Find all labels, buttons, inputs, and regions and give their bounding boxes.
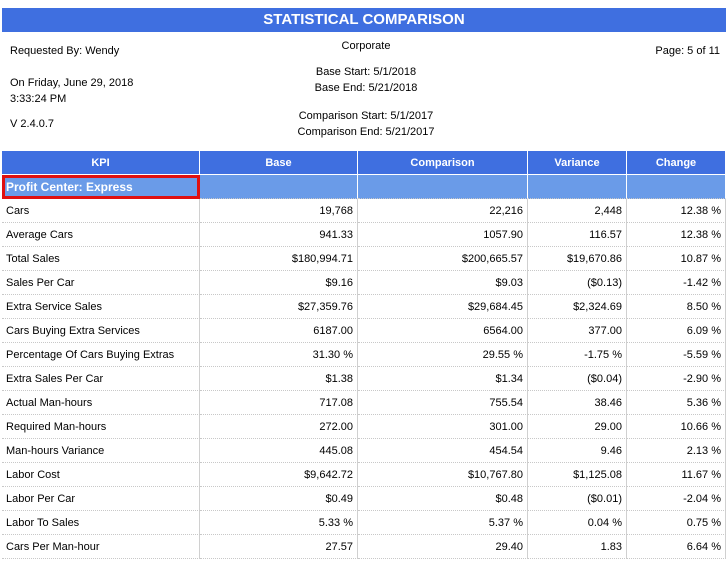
kpi-value: $200,665.57: [358, 247, 528, 271]
section-cell: [627, 175, 726, 199]
kpi-value: -2.90 %: [627, 367, 726, 391]
kpi-value: 29.40: [358, 535, 528, 559]
kpi-value: 6.64 %: [627, 535, 726, 559]
kpi-value: 5.37 %: [358, 511, 528, 535]
kpi-value: 29.00: [528, 415, 627, 439]
kpi-name: Labor Cost: [2, 463, 200, 487]
kpi-value: $1.34: [358, 367, 528, 391]
base-start: Base Start: 5/1/2018: [315, 66, 417, 78]
kpi-value: 10.87 %: [627, 247, 726, 271]
kpi-value: $9.16: [200, 271, 358, 295]
kpi-value: 9.46: [528, 439, 627, 463]
kpi-value: 19,768: [200, 199, 358, 223]
time: 3:33:24 PM: [10, 93, 67, 105]
kpi-value: 2,448: [528, 199, 627, 223]
kpi-value: 38.46: [528, 391, 627, 415]
kpi-value: 0.75 %: [627, 511, 726, 535]
kpi-value: 2.13 %: [627, 439, 726, 463]
date: On Friday, June 29, 2018: [10, 77, 134, 89]
kpi-name: Labor Per Car: [2, 487, 200, 511]
kpi-value: 0.04 %: [528, 511, 627, 535]
kpi-value: -1.75 %: [528, 343, 627, 367]
comparison-start: Comparison Start: 5/1/2017: [298, 110, 434, 122]
kpi-value: 8.50 %: [627, 295, 726, 319]
kpi-value: 27.57: [200, 535, 358, 559]
kpi-value: $1.38: [200, 367, 358, 391]
kpi-name: Extra Service Sales: [2, 295, 200, 319]
kpi-value: 6187.00: [200, 319, 358, 343]
kpi-name: Labor To Sales: [2, 511, 200, 535]
page-number: Page: 5 of 11: [655, 45, 720, 57]
kpi-name: Extra Sales Per Car: [2, 367, 200, 391]
kpi-value: 5.36 %: [627, 391, 726, 415]
kpi-value: -5.59 %: [627, 343, 726, 367]
kpi-value: $180,994.71: [200, 247, 358, 271]
kpi-name: Cars: [2, 199, 200, 223]
section-cell: [528, 175, 627, 199]
kpi-value: 377.00: [528, 319, 627, 343]
kpi-value: 22,216: [358, 199, 528, 223]
section-cell: [358, 175, 528, 199]
kpi-value: 11.67 %: [627, 463, 726, 487]
report-title: STATISTICAL COMPARISON: [2, 8, 726, 32]
kpi-value: 454.54: [358, 439, 528, 463]
section-label: Profit Center: Express: [2, 175, 200, 199]
kpi-value: $10,767.80: [358, 463, 528, 487]
kpi-value: 12.38 %: [627, 199, 726, 223]
kpi-name: Average Cars: [2, 223, 200, 247]
kpi-value: 755.54: [358, 391, 528, 415]
kpi-value: $1,125.08: [528, 463, 627, 487]
version: V 2.4.0.7: [10, 118, 55, 130]
kpi-value: $27,359.76: [200, 295, 358, 319]
scope: Corporate: [341, 40, 391, 52]
section-cell: [200, 175, 358, 199]
kpi-value: 1.83: [528, 535, 627, 559]
kpi-name: Total Sales: [2, 247, 200, 271]
kpi-value: 6564.00: [358, 319, 528, 343]
kpi-value: 29.55 %: [358, 343, 528, 367]
column-header: KPI: [2, 151, 200, 175]
kpi-name: Sales Per Car: [2, 271, 200, 295]
requested-by: Requested By: Wendy: [10, 45, 120, 57]
kpi-value: $0.49: [200, 487, 358, 511]
kpi-value: 31.30 %: [200, 343, 358, 367]
kpi-value: 445.08: [200, 439, 358, 463]
kpi-value: $9.03: [358, 271, 528, 295]
kpi-value: $29,684.45: [358, 295, 528, 319]
column-header: Change: [627, 151, 726, 175]
kpi-value: $9,642.72: [200, 463, 358, 487]
kpi-value: 6.09 %: [627, 319, 726, 343]
kpi-value: $0.48: [358, 487, 528, 511]
comparison-end: Comparison End: 5/21/2017: [297, 126, 435, 138]
kpi-value: $2,324.69: [528, 295, 627, 319]
kpi-name: Actual Man-hours: [2, 391, 200, 415]
kpi-name: Cars Buying Extra Services: [2, 319, 200, 343]
kpi-name: Percentage Of Cars Buying Extras: [2, 343, 200, 367]
column-header: Comparison: [358, 151, 528, 175]
base-end: Base End: 5/21/2018: [314, 82, 418, 94]
kpi-value: ($0.04): [528, 367, 627, 391]
kpi-value: 5.33 %: [200, 511, 358, 535]
kpi-value: -2.04 %: [627, 487, 726, 511]
kpi-value: 1057.90: [358, 223, 528, 247]
kpi-value: 301.00: [358, 415, 528, 439]
kpi-value: 10.66 %: [627, 415, 726, 439]
kpi-value: 116.57: [528, 223, 627, 247]
column-header: Base: [200, 151, 358, 175]
kpi-value: -1.42 %: [627, 271, 726, 295]
kpi-name: Man-hours Variance: [2, 439, 200, 463]
kpi-value: 12.38 %: [627, 223, 726, 247]
kpi-value: ($0.01): [528, 487, 627, 511]
kpi-value: 717.08: [200, 391, 358, 415]
kpi-value: 272.00: [200, 415, 358, 439]
kpi-value: $19,670.86: [528, 247, 627, 271]
column-header: Variance: [528, 151, 627, 175]
kpi-name: Required Man-hours: [2, 415, 200, 439]
kpi-value: 941.33: [200, 223, 358, 247]
kpi-value: ($0.13): [528, 271, 627, 295]
kpi-name: Cars Per Man-hour: [2, 535, 200, 559]
